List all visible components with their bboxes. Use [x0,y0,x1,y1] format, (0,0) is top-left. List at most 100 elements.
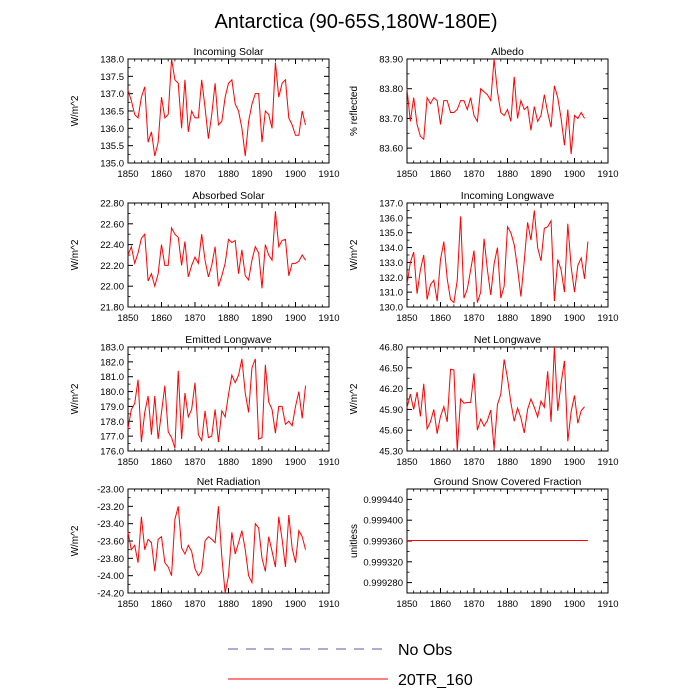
y-tick-label: 182.0 [100,357,124,368]
x-tick-label: 1880 [497,599,518,610]
x-tick-label: 1910 [597,169,618,180]
y-tick-label: 22.20 [100,261,124,272]
panel-title: Net Radiation [197,476,261,488]
y-tick-label: 22.00 [100,282,124,293]
y-tick-label: 46.50 [379,363,403,374]
legend-no-obs-label: No Obs [398,642,452,659]
y-tick-label: 134.0 [379,243,403,254]
y-axis-label: W/m^2 [70,95,81,126]
panel-title: Net Longwave [474,334,541,346]
y-tick-label: -23.80 [97,554,124,565]
x-tick-label: 1850 [396,599,417,610]
legend: No Obs 20TR_160 [228,642,473,689]
x-tick-label: 1890 [251,313,272,324]
x-tick-label: 1910 [318,313,339,324]
x-tick-label: 1900 [285,457,306,468]
x-tick-label: 1890 [530,169,551,180]
y-tick-label: 137.0 [100,89,124,100]
x-tick-label: 1880 [218,599,239,610]
legend-20tr-160-label: 20TR_160 [398,672,473,689]
x-tick-label: 1900 [285,169,306,180]
y-tick-label: 83.80 [379,84,403,95]
x-tick-label: 1860 [430,599,451,610]
x-tick-label: 1870 [463,599,484,610]
x-tick-label: 1910 [597,313,618,324]
y-tick-label: 179.0 [100,402,124,413]
series-line-20tr-160 [127,58,307,157]
y-tick-label: 133.0 [379,258,403,269]
y-tick-label: 46.20 [379,384,403,395]
y-tick-label: 136.5 [100,107,124,118]
x-tick-label: 1850 [396,313,417,324]
x-tick-label: 1890 [251,457,272,468]
x-tick-label: 1900 [564,599,585,610]
y-tick-label: 137.0 [379,199,403,210]
y-tick-label: 83.70 [379,114,403,125]
y-tick-label: 137.5 [100,72,124,83]
y-tick-label: 21.80 [100,303,124,314]
x-tick-label: 1870 [184,169,205,180]
x-tick-label: 1900 [564,457,585,468]
figure-title: Antarctica (90-65S,180W-180E) [214,11,497,33]
panel-net-radiation: Net Radiation 1850 1860 1870 1880 1890 1900 191… [70,476,340,610]
y-tick-label: 131.0 [379,288,403,299]
panels: Incoming Solar 1850 1860 1870 1880 1890 1900 19… [70,46,619,610]
y-tick-label: -23.20 [97,502,124,513]
panel-title: Emitted Longwave [185,334,272,346]
x-tick-label: 1870 [184,457,205,468]
y-tick-label: 45.30 [379,447,403,458]
x-tick-label: 1870 [463,457,484,468]
x-tick-label: 1860 [430,457,451,468]
panel-albedo: Albedo 1850 1860 1870 1880 1890 1900 1910 83.60 8… [349,46,619,180]
y-tick-label: 130.0 [379,303,403,314]
x-tick-label: 1910 [597,457,618,468]
y-tick-label: 0.999320 [363,557,403,568]
series-line-20tr-160 [127,358,307,449]
x-tick-label: 1850 [117,169,138,180]
x-tick-label: 1880 [218,457,239,468]
x-tick-label: 1880 [218,169,239,180]
x-tick-label: 1860 [430,313,451,324]
x-tick-label: 1860 [430,169,451,180]
panel-frame [127,202,330,308]
y-tick-label: -23.00 [97,485,124,496]
x-tick-label: 1870 [463,313,484,324]
x-tick-label: 1870 [463,169,484,180]
panel-title: Albedo [491,46,524,58]
y-tick-label: 83.60 [379,144,403,155]
y-tick-label: -24.20 [97,589,124,600]
x-tick-label: 1850 [117,313,138,324]
y-tick-label: 46.80 [379,343,403,354]
y-tick-label: -23.40 [97,519,124,530]
y-tick-label: -24.00 [97,571,124,582]
x-tick-label: 1910 [597,599,618,610]
series-line-20tr-160 [406,210,589,304]
y-tick-label: 83.90 [379,55,403,66]
y-tick-label: 180.0 [100,387,124,398]
panel-frame [406,202,609,308]
y-axis-label: unitless [349,524,360,558]
y-tick-label: 22.80 [100,199,124,210]
y-tick-label: 135.0 [379,228,403,239]
x-tick-label: 1860 [151,313,172,324]
x-tick-label: 1880 [497,313,518,324]
y-tick-label: 177.0 [100,432,124,443]
panel-title: Ground Snow Covered Fraction [434,476,582,488]
x-tick-label: 1900 [285,313,306,324]
x-tick-label: 1900 [285,599,306,610]
x-tick-label: 1890 [530,313,551,324]
x-tick-label: 1860 [151,457,172,468]
series-line-20tr-160 [127,506,307,594]
y-tick-label: 45.90 [379,405,403,416]
x-tick-label: 1910 [318,457,339,468]
series-line-20tr-160 [127,211,306,289]
y-axis-label: W/m^2 [349,239,360,270]
y-tick-label: 0.999360 [363,537,403,548]
x-tick-label: 1890 [530,599,551,610]
panel-incoming-longwave: Incoming Longwave 1850 1860 1870 1880 1890 190… [349,190,619,324]
y-tick-label: 181.0 [100,372,124,383]
y-tick-label: 138.0 [100,55,124,66]
panel-emitted-longwave: Emitted Longwave 1850 1860 1870 1880 1890 1900… [70,334,340,468]
y-axis-label: W/m^2 [70,525,81,556]
